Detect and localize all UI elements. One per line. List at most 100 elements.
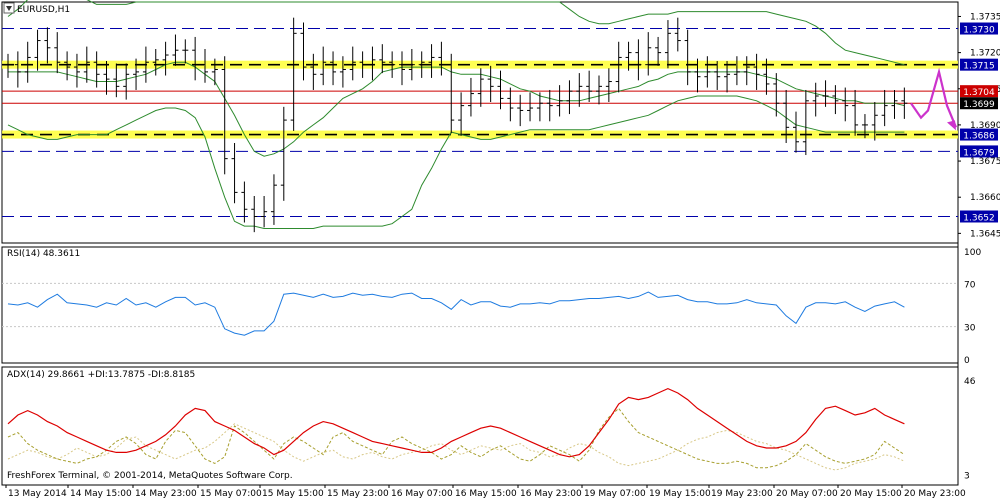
time-label: 20 May 15:00	[840, 489, 902, 499]
price-tick-label: 1.3735	[970, 12, 1000, 22]
ohlc-bar	[182, 39, 189, 64]
time-label: 16 May 23:00	[520, 489, 582, 499]
ohlc-bar	[556, 85, 563, 117]
ohlc-bar	[231, 142, 238, 204]
ohlc-bar	[487, 65, 494, 103]
level-label-box	[960, 85, 998, 98]
ohlc-bar	[822, 80, 829, 107]
level-label-text: 1.3679	[963, 148, 995, 158]
ohlc-bar	[310, 53, 317, 90]
chevron-down-icon	[6, 6, 12, 11]
ohlc-bar	[773, 73, 780, 117]
ohlc-bar	[871, 102, 878, 141]
rsi-line	[7, 291, 905, 336]
time-label: 16 May 07:00	[391, 489, 453, 499]
time-label: 15 May 07:00	[200, 489, 262, 499]
ohlc-bar	[320, 46, 327, 86]
level-label-text: 1.3686	[963, 132, 995, 142]
time-label: 13 May 2014	[8, 489, 67, 499]
panel-frame-3	[1, 366, 959, 486]
ohlc-bar	[211, 58, 218, 86]
ohlc-bar	[566, 80, 573, 115]
ohlc-bar	[93, 51, 100, 88]
ohlc-bar	[645, 32, 652, 76]
ohlc-bar	[891, 89, 898, 119]
ohlc-bar	[428, 44, 435, 78]
ohlc-bar	[477, 68, 484, 107]
ohlc-bar	[861, 114, 868, 139]
ohlc-bar	[270, 174, 277, 225]
ohlc-bar	[123, 63, 130, 100]
level-label-text: 1.3730	[963, 26, 995, 36]
ohlc-bar	[842, 87, 849, 122]
ohlc-bar	[694, 58, 701, 93]
ohlc-bar	[369, 46, 376, 81]
ohlc-bar	[527, 92, 534, 122]
ohlc-bar	[241, 181, 248, 223]
level-label-box	[960, 58, 998, 71]
minus-di-line	[7, 423, 905, 471]
ohlc-bar	[674, 17, 681, 52]
ohlc-bar	[625, 41, 632, 71]
panel-frame-2	[1, 246, 959, 364]
level-label-text: 1.3715	[963, 62, 995, 72]
price-tick-label: 1.3690	[970, 121, 1000, 131]
ohlc-bar	[724, 61, 731, 93]
ohlc-bar	[763, 58, 770, 95]
ohlc-bar	[576, 73, 583, 107]
ohlc-bar	[5, 53, 11, 78]
ohlc-bar	[113, 63, 120, 98]
ohlc-bar	[586, 70, 593, 103]
ohlc-bar	[152, 48, 159, 76]
ohlc-bar	[202, 48, 208, 83]
ohlc-bar	[793, 111, 799, 153]
ohlc-bar	[14, 51, 21, 88]
ohlc-bar	[901, 87, 908, 119]
forecast-path-arrow	[910, 67, 958, 128]
chart-title: EURUSD,H1	[17, 5, 70, 15]
ohlc-bar	[753, 53, 760, 90]
ohlc-bar	[448, 53, 455, 134]
adx-title: ADX(14) 29.8661 +DI:13.7875 -DI:8.8185	[7, 370, 195, 380]
bollinger-middle-line	[8, 61, 905, 157]
level-label-text: 1.3699	[963, 100, 995, 110]
ohlc-bar	[655, 36, 662, 66]
ohlc-bar	[192, 36, 199, 81]
ohlc-bar	[684, 29, 691, 86]
rsi-title: RSI(14) 48.3611	[7, 249, 80, 259]
ohlc-bar	[162, 41, 169, 76]
ohlc-bar	[507, 87, 514, 122]
time-label: 14 May 15:00	[70, 489, 132, 499]
time-label: 15 May 23:00	[327, 489, 389, 499]
rsi-tick-label: 70	[964, 280, 976, 290]
adx-tick-label: 3	[964, 471, 970, 481]
ohlc-bar	[172, 34, 179, 66]
adx-line	[7, 387, 905, 458]
time-label: 14 May 23:00	[135, 489, 197, 499]
price-tick-label: 1.3720	[970, 49, 1000, 59]
ohlc-bar	[704, 56, 711, 88]
ohlc-bar	[349, 46, 356, 81]
rsi-tick-label: 100	[964, 248, 981, 258]
ohlc-bar	[536, 92, 543, 122]
level-label-box	[960, 210, 998, 223]
time-label: 19 May 07:00	[584, 489, 646, 499]
ohlc-bar	[339, 56, 346, 88]
plus-di-line	[7, 407, 905, 469]
level-label-box	[960, 22, 998, 35]
ohlc-bar	[635, 39, 642, 81]
time-label: 20 May 23:00	[904, 489, 966, 499]
ohlc-bar	[379, 44, 386, 74]
ohlc-bar	[64, 51, 71, 81]
ohlc-bar	[261, 196, 268, 228]
ohlc-bar	[467, 77, 474, 117]
level-label-box	[960, 128, 998, 141]
time-label: 19 May 15:00	[649, 489, 711, 499]
ohlc-bar	[73, 53, 80, 88]
ohlc-bar	[458, 92, 465, 136]
price-tick-label: 1.3675	[970, 157, 1000, 167]
ohlc-bar	[812, 82, 819, 117]
panel-frame-1	[1, 1, 959, 244]
ohlc-bar	[330, 51, 337, 86]
